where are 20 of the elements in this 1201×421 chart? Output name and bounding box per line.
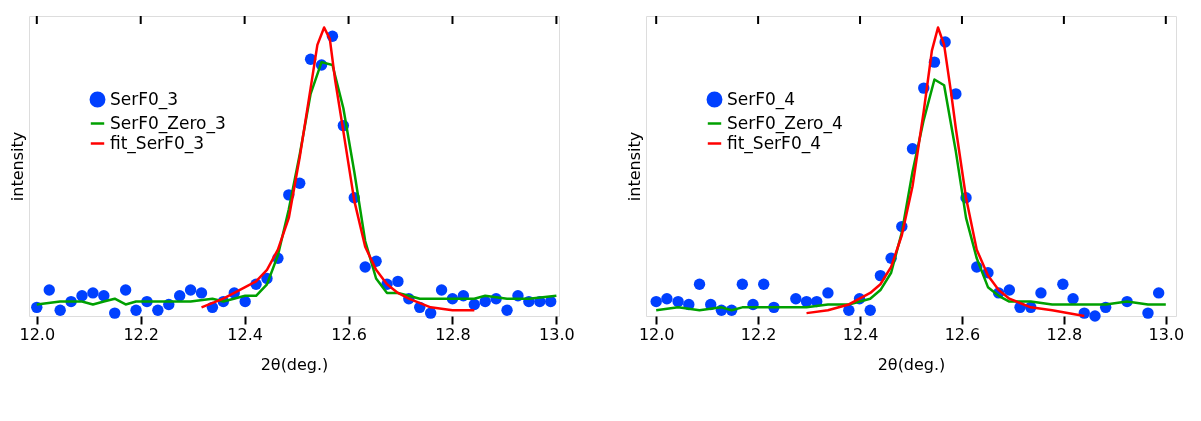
y-axis-title: intensity (7, 131, 27, 202)
x-tick-label: 12.8 (1046, 324, 1083, 344)
x-tick-label: 13.0 (539, 324, 575, 344)
legend-label: SerF0_Zero_4 (727, 112, 843, 134)
x-tick-label: 12.6 (944, 324, 981, 344)
x-axis-title: 2θ(deg.) (260, 354, 329, 374)
legend-label: SerF0_4 (727, 88, 796, 110)
x-tick-label: 12.0 (638, 324, 675, 344)
x-tick-label: 12.0 (19, 324, 56, 344)
x-tick-label: 12.4 (842, 324, 879, 344)
x-tick-label: 13.0 (1148, 324, 1185, 344)
x-tick-label: 12.6 (331, 324, 367, 344)
x-tick-label: 12.2 (123, 324, 160, 344)
x-tick-label: 12.8 (435, 324, 471, 344)
x-tick-label: 12.2 (740, 324, 777, 344)
y-axis-title: intensity (624, 131, 644, 202)
legend-label: SerF0_Zero_3 (110, 112, 226, 134)
legend-label: SerF0_3 (110, 88, 179, 110)
x-tick-label: 12.4 (227, 324, 263, 344)
x-axis-title: 2θ(deg.) (877, 354, 946, 374)
